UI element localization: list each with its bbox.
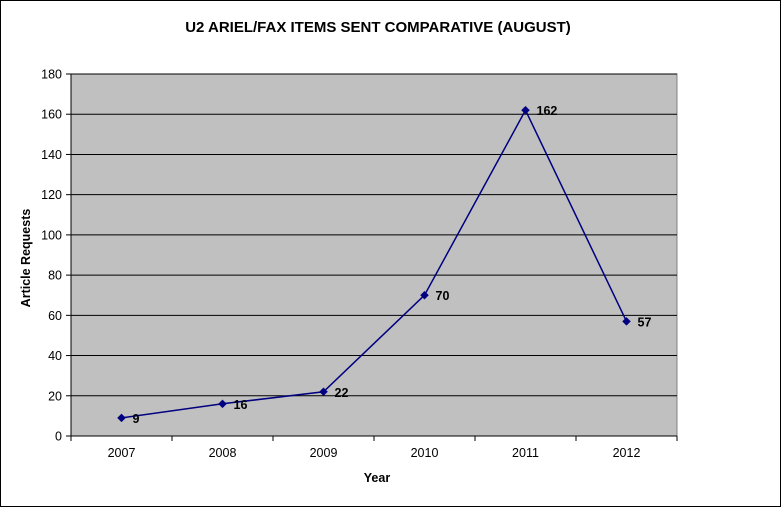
y-tick-label-40: 40 <box>48 349 62 363</box>
x-tick-label-2011: 2011 <box>512 446 539 460</box>
x-tick-label-2009: 2009 <box>310 446 338 460</box>
y-tick-label-60: 60 <box>48 309 62 323</box>
y-axis-title: Article Requests <box>19 209 33 308</box>
data-label-2009: 22 <box>335 386 349 400</box>
data-point-2011 <box>521 105 530 115</box>
data-series <box>117 105 631 423</box>
gridlines <box>71 73 677 397</box>
x-tick-label-2010: 2010 <box>411 446 439 460</box>
x-tick-label-2007: 2007 <box>108 446 136 460</box>
y-tick-label-160: 160 <box>41 108 62 122</box>
data-label-2007: 9 <box>133 412 140 426</box>
x-axis-tick-labels: 2007 2008 2009 2010 2011 2012 <box>70 436 678 460</box>
data-point-2007 <box>117 413 126 423</box>
y-tick-label-120: 120 <box>41 188 62 202</box>
x-tick-label-2008: 2008 <box>209 446 237 460</box>
data-label-2011: 162 <box>537 104 558 118</box>
x-tick-label-2012: 2012 <box>613 446 641 460</box>
y-tick-label-100: 100 <box>41 228 62 242</box>
y-tick-label-20: 20 <box>48 389 62 403</box>
data-point-2010 <box>420 290 429 300</box>
data-point-2009 <box>319 387 328 397</box>
plot-area <box>70 73 678 437</box>
data-point-2012 <box>622 317 631 326</box>
y-tick-label-180: 180 <box>41 68 62 82</box>
data-label-2012: 57 <box>638 315 652 329</box>
data-point-2008 <box>218 399 227 409</box>
y-tick-label-0: 0 <box>55 430 62 444</box>
y-tick-label-140: 140 <box>41 148 62 162</box>
y-tick-label-80: 80 <box>48 269 62 283</box>
data-labels: 9 16 22 70 162 57 <box>133 104 652 426</box>
series-line <box>121 108 628 419</box>
chart-title: U2 ARIEL/FAX ITEMS SENT COMPARATIVE (AUG… <box>185 19 571 36</box>
x-axis-title: Year <box>364 471 391 485</box>
data-label-2010: 70 <box>436 289 450 303</box>
data-label-2008: 16 <box>234 398 248 412</box>
